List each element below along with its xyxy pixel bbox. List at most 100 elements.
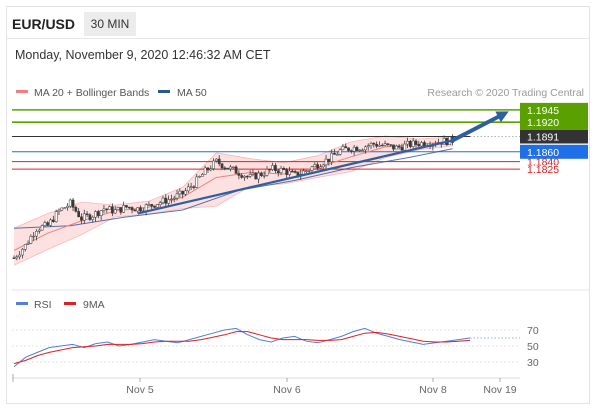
candle-body <box>192 186 196 188</box>
level-label: 1.1840 <box>527 157 559 169</box>
candle-body <box>364 146 367 151</box>
candle-body <box>156 204 159 208</box>
candle-body <box>344 146 348 149</box>
candle-body <box>355 147 359 151</box>
candle-body <box>130 207 134 211</box>
candle-body <box>271 165 274 170</box>
rsi-legend-label: RSI <box>34 299 52 311</box>
candle-body <box>335 154 339 156</box>
candle-body <box>251 172 255 175</box>
candle-body <box>260 172 263 177</box>
candle-body <box>380 144 384 147</box>
header-divider <box>7 38 589 39</box>
candle-body <box>158 202 162 205</box>
candle-body <box>57 209 61 212</box>
candle-body <box>108 206 111 210</box>
candle-body <box>172 197 176 200</box>
candle-body <box>164 197 168 204</box>
candle-body <box>23 244 27 250</box>
x-tick-label: Nov 19 <box>483 384 516 396</box>
candle-body <box>116 207 120 210</box>
candle-body <box>352 147 356 152</box>
candle-body <box>198 176 201 178</box>
candle-body <box>206 167 210 171</box>
candle-body <box>184 190 187 195</box>
candle-body <box>229 166 232 170</box>
level-label: 1.1860 <box>527 147 559 159</box>
candle-body <box>66 205 69 208</box>
candle-body <box>248 174 252 177</box>
level-label-box <box>520 115 588 130</box>
timeframe-badge[interactable]: 30 MIN <box>84 12 136 36</box>
candle-body <box>310 166 314 171</box>
candle-body <box>378 144 381 147</box>
candle-body <box>240 175 244 178</box>
candle-body <box>63 207 66 209</box>
candle-body <box>313 164 317 168</box>
candle-body <box>333 152 336 155</box>
candle-body <box>96 211 100 216</box>
candle-body <box>386 143 390 145</box>
candle-body <box>77 211 81 218</box>
candle-body <box>195 176 199 188</box>
candle-body <box>420 142 423 147</box>
candle-body <box>52 219 55 222</box>
candle-body <box>417 144 421 147</box>
candle-body <box>282 168 286 170</box>
candle-body <box>94 211 97 218</box>
ma50-legend-swatch <box>158 90 170 93</box>
rsi-panel: 70 50 30 <box>12 325 539 369</box>
projection-arrow-shaft <box>450 114 501 143</box>
candle-body <box>21 249 24 256</box>
candle-body <box>181 190 185 195</box>
candle-body <box>372 143 376 145</box>
rsi-tick-label: 70 <box>527 325 539 337</box>
ma20-legend-swatch <box>16 90 28 93</box>
candle-body <box>119 207 123 213</box>
candle-body <box>409 140 412 147</box>
candle-body <box>139 207 142 212</box>
candle-body <box>37 229 41 232</box>
level-label-box <box>520 102 588 117</box>
candle-body <box>406 140 409 145</box>
bollinger-lower-line <box>13 145 453 266</box>
candle-body <box>29 236 33 244</box>
candle-body <box>200 174 204 177</box>
candle-body <box>150 204 154 207</box>
candle-body <box>49 219 52 226</box>
candle-body <box>411 140 415 147</box>
level-label: 1.1920 <box>527 117 559 129</box>
candle-body <box>400 146 404 151</box>
candle-body <box>85 213 89 215</box>
candle-body <box>153 205 156 208</box>
candle-body <box>32 235 36 238</box>
candle-body <box>15 256 19 259</box>
candle-body <box>60 207 64 211</box>
candle-body <box>276 170 280 174</box>
candle-body <box>105 208 109 210</box>
candle-body <box>220 163 224 169</box>
candle-body <box>366 145 370 148</box>
rsi-ma-legend-label: 9MA <box>83 299 105 311</box>
candle-body <box>35 231 38 237</box>
candle-body <box>125 205 128 208</box>
credit-label: Research © 2020 Trading Central <box>427 87 584 99</box>
candle-body <box>178 190 182 195</box>
candle-body <box>414 140 418 145</box>
level-label-box <box>520 144 588 159</box>
ma20-line <box>13 140 453 251</box>
candle-body <box>347 147 350 151</box>
candle-body <box>285 169 289 175</box>
rsi-tick-label: 30 <box>527 357 539 369</box>
rsi-line <box>13 327 471 368</box>
candle-body <box>245 175 249 178</box>
candle-body <box>82 213 86 221</box>
candle-body <box>265 168 269 176</box>
candle-body <box>349 150 353 152</box>
candle-body <box>330 152 334 163</box>
candle-body <box>226 167 229 170</box>
candle-body <box>102 208 106 211</box>
candle-body <box>91 216 95 220</box>
